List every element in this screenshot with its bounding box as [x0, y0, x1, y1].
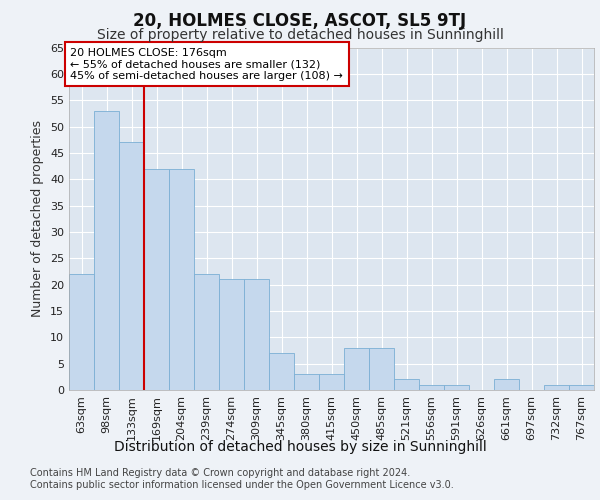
Bar	[444, 384, 469, 390]
Bar	[119, 142, 144, 390]
Bar	[419, 384, 444, 390]
Text: Contains HM Land Registry data © Crown copyright and database right 2024.: Contains HM Land Registry data © Crown c…	[30, 468, 410, 477]
Text: 20, HOLMES CLOSE, ASCOT, SL5 9TJ: 20, HOLMES CLOSE, ASCOT, SL5 9TJ	[133, 12, 467, 30]
Bar	[394, 380, 419, 390]
Bar	[544, 384, 569, 390]
Bar	[494, 380, 519, 390]
Bar	[269, 353, 294, 390]
Y-axis label: Number of detached properties: Number of detached properties	[31, 120, 44, 318]
Bar	[169, 168, 194, 390]
Bar	[94, 110, 119, 390]
Bar	[194, 274, 219, 390]
Bar	[144, 168, 169, 390]
Bar	[369, 348, 394, 390]
Text: Contains public sector information licensed under the Open Government Licence v3: Contains public sector information licen…	[30, 480, 454, 490]
Bar	[319, 374, 344, 390]
Bar	[219, 280, 244, 390]
Bar	[69, 274, 94, 390]
Bar	[569, 384, 594, 390]
Text: Distribution of detached houses by size in Sunninghill: Distribution of detached houses by size …	[113, 440, 487, 454]
Text: 20 HOLMES CLOSE: 176sqm
← 55% of detached houses are smaller (132)
45% of semi-d: 20 HOLMES CLOSE: 176sqm ← 55% of detache…	[70, 48, 343, 80]
Bar	[294, 374, 319, 390]
Text: Size of property relative to detached houses in Sunninghill: Size of property relative to detached ho…	[97, 28, 503, 42]
Bar	[344, 348, 369, 390]
Bar	[244, 280, 269, 390]
